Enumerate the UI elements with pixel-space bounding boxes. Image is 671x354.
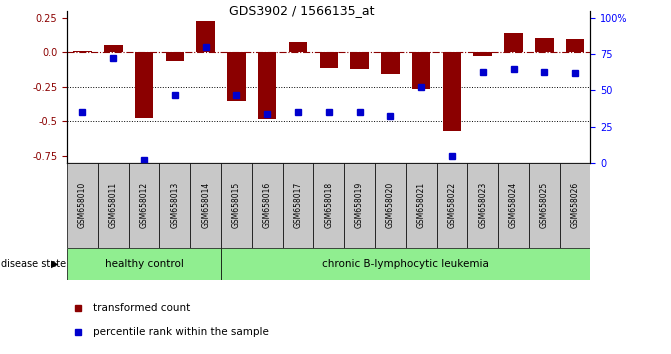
Bar: [566, 39, 584, 52]
Bar: [535, 38, 554, 52]
Text: GSM658012: GSM658012: [140, 182, 148, 228]
Text: GSM658010: GSM658010: [78, 182, 87, 228]
Bar: [381, 52, 400, 74]
Bar: [289, 42, 307, 52]
Bar: [197, 21, 215, 52]
Text: ▶: ▶: [51, 259, 59, 269]
Text: percentile rank within the sample: percentile rank within the sample: [93, 327, 269, 337]
Text: GSM658016: GSM658016: [263, 182, 272, 228]
Bar: [498, 163, 529, 248]
Bar: [221, 163, 252, 248]
Bar: [282, 163, 313, 248]
Text: GSM658011: GSM658011: [109, 182, 118, 228]
Bar: [160, 163, 191, 248]
Bar: [191, 163, 221, 248]
Text: GSM658023: GSM658023: [478, 182, 487, 228]
Bar: [319, 52, 338, 68]
Text: GSM658022: GSM658022: [448, 182, 456, 228]
Bar: [104, 45, 123, 52]
Text: healthy control: healthy control: [105, 259, 183, 269]
Bar: [437, 163, 467, 248]
Bar: [474, 52, 492, 56]
Bar: [221, 248, 590, 280]
Text: GSM658017: GSM658017: [293, 182, 303, 228]
Text: GDS3902 / 1566135_at: GDS3902 / 1566135_at: [229, 4, 374, 17]
Bar: [467, 163, 498, 248]
Bar: [529, 163, 560, 248]
Text: GSM658021: GSM658021: [417, 182, 425, 228]
Bar: [129, 163, 160, 248]
Bar: [166, 52, 184, 61]
Text: GSM658013: GSM658013: [170, 182, 179, 228]
Bar: [406, 163, 437, 248]
Text: GSM658018: GSM658018: [324, 182, 333, 228]
Bar: [375, 163, 406, 248]
Bar: [252, 163, 282, 248]
Bar: [412, 52, 430, 90]
Bar: [258, 52, 276, 119]
Text: GSM658020: GSM658020: [386, 182, 395, 228]
Text: transformed count: transformed count: [93, 303, 191, 313]
Bar: [505, 33, 523, 52]
Bar: [443, 52, 461, 131]
Text: GSM658025: GSM658025: [539, 182, 549, 228]
Bar: [560, 163, 590, 248]
Bar: [73, 51, 92, 52]
Bar: [67, 248, 221, 280]
Text: chronic B-lymphocytic leukemia: chronic B-lymphocytic leukemia: [322, 259, 489, 269]
Text: GSM658014: GSM658014: [201, 182, 210, 228]
Text: GSM658019: GSM658019: [355, 182, 364, 228]
Text: GSM658015: GSM658015: [232, 182, 241, 228]
Text: GSM658026: GSM658026: [570, 182, 580, 228]
Text: GSM658024: GSM658024: [509, 182, 518, 228]
Bar: [313, 163, 344, 248]
Bar: [135, 52, 153, 118]
Bar: [67, 163, 98, 248]
Bar: [344, 163, 375, 248]
Bar: [350, 52, 369, 69]
Bar: [98, 163, 129, 248]
Text: disease state: disease state: [1, 259, 66, 269]
Bar: [227, 52, 246, 101]
